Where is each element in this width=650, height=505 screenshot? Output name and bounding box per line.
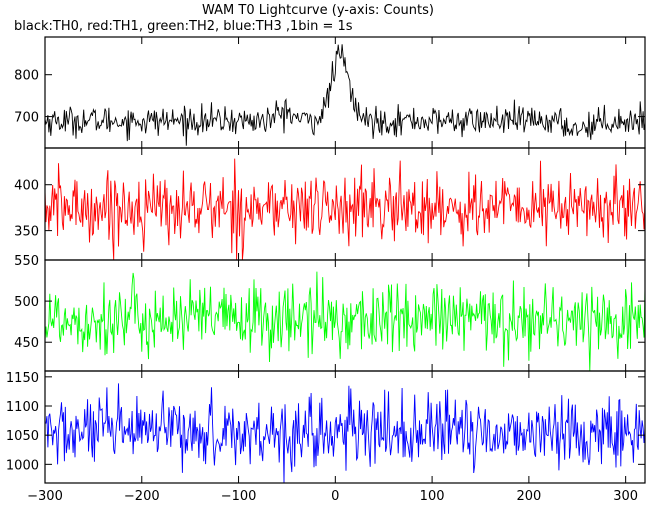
series-th1-path bbox=[44, 158, 646, 261]
panel-th0-y-axis: 700 800 bbox=[14, 69, 645, 126]
x-tick-label: −200 bbox=[124, 489, 160, 504]
y-tick-label: 550 bbox=[14, 254, 39, 269]
panel-th0-frame bbox=[44, 36, 646, 149]
y-tick-label: 400 bbox=[14, 179, 39, 194]
x-tick-label: 300 bbox=[613, 489, 638, 504]
x-tick-label: 0 bbox=[331, 489, 339, 504]
series-th2-path bbox=[44, 271, 646, 372]
x-tick-label: 200 bbox=[516, 489, 541, 504]
chart-subtitle: black:TH0, red:TH1, green:TH2, blue:TH3 … bbox=[14, 19, 353, 34]
panel-th3-frame bbox=[44, 370, 646, 484]
series-th2-line bbox=[44, 271, 646, 372]
y-tick-label: 1050 bbox=[6, 429, 39, 444]
y-tick-label: 450 bbox=[14, 336, 39, 351]
y-tick-label: 1100 bbox=[6, 400, 39, 415]
panel-th0: 700 800 bbox=[14, 36, 646, 149]
panel-th2-y-axis: 450 500 550 bbox=[14, 254, 645, 351]
x-tick-label: −300 bbox=[27, 489, 63, 504]
y-tick-label: 800 bbox=[14, 69, 39, 84]
series-th3-path bbox=[44, 383, 646, 484]
series-th0-path bbox=[44, 44, 646, 146]
x-tick-label: −100 bbox=[221, 489, 257, 504]
chart-title: WAM T0 Lightcurve (y-axis: Counts) bbox=[202, 3, 434, 18]
y-tick-label: 350 bbox=[14, 225, 39, 240]
panel-th2: 450 500 550 bbox=[14, 254, 646, 372]
series-th1-line bbox=[44, 158, 646, 261]
panel-th3: 1000 1050 1100 1150 bbox=[6, 370, 646, 484]
series-th0-line bbox=[44, 44, 646, 146]
panel-th1-y-axis: 350 400 bbox=[14, 179, 645, 240]
series-th3-line bbox=[44, 383, 646, 484]
panel-th3-y-axis: 1000 1050 1100 1150 bbox=[6, 371, 645, 473]
y-tick-label: 700 bbox=[14, 111, 39, 126]
y-tick-label: 500 bbox=[14, 295, 39, 310]
x-axis: −300 −200 −100 0 100 200 300 bbox=[27, 37, 638, 504]
y-tick-label: 1000 bbox=[6, 458, 39, 473]
y-tick-label: 1150 bbox=[6, 371, 39, 386]
x-tick-label: 100 bbox=[420, 489, 445, 504]
panel-th1-frame bbox=[44, 147, 646, 261]
panel-th1: 350 400 bbox=[14, 147, 646, 261]
